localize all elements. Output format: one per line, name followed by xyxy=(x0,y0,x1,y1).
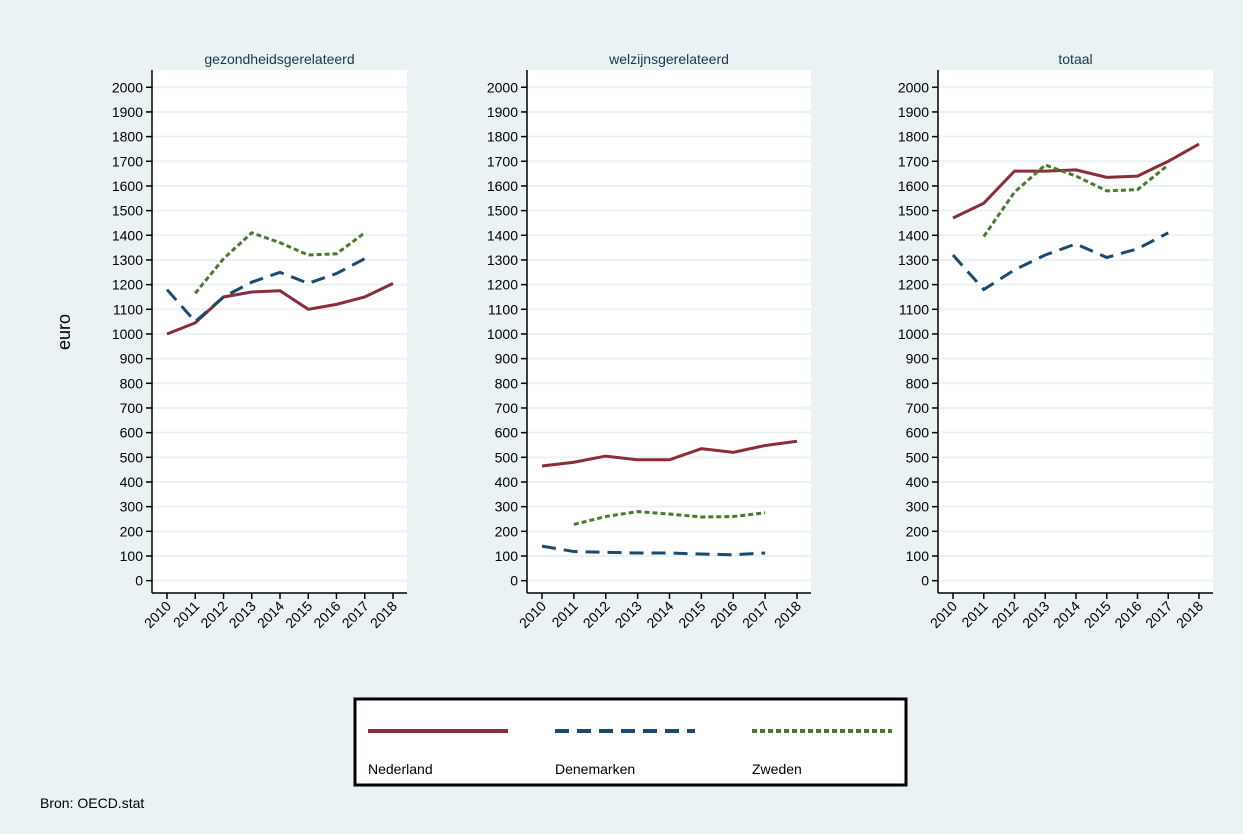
y-tick-label: 1000 xyxy=(112,326,143,342)
y-tick-label: 700 xyxy=(120,400,144,416)
y-tick-label: 1600 xyxy=(898,178,929,194)
y-tick-label: 700 xyxy=(906,400,930,416)
y-tick-label: 800 xyxy=(906,375,930,391)
y-tick-label: 0 xyxy=(135,573,143,589)
series-line xyxy=(951,231,1169,292)
y-tick-label: 1100 xyxy=(488,301,518,317)
y-tick-label: 1700 xyxy=(898,153,929,169)
y-tick-label: 1400 xyxy=(898,227,929,243)
series-line xyxy=(982,163,1170,238)
y-tick-label: 1300 xyxy=(898,252,929,268)
y-tick-label: 1700 xyxy=(112,153,143,169)
y-tick-label: 200 xyxy=(906,523,930,539)
y-tick-label: 2000 xyxy=(898,79,929,95)
y-tick-label: 1500 xyxy=(898,203,929,219)
source: Bron: OECD.stat xyxy=(40,795,144,811)
y-tick-label: 600 xyxy=(495,425,519,441)
y-tick-label: 1400 xyxy=(487,227,518,243)
y-tick-label: 200 xyxy=(495,523,519,539)
y-tick-label: 1200 xyxy=(898,277,929,293)
legend-label: Denemarken xyxy=(555,761,635,777)
y-tick-label: 100 xyxy=(495,548,519,564)
y-tick-label: 1200 xyxy=(112,277,143,293)
panel-title: totaal xyxy=(1058,51,1092,67)
y-tick-label: 1600 xyxy=(487,178,518,194)
series-line xyxy=(573,510,766,526)
y-tick-label: 200 xyxy=(120,523,144,539)
y-tick-label: 700 xyxy=(495,400,519,416)
y-tick-label: 1800 xyxy=(112,129,143,145)
y-tick-label: 1500 xyxy=(112,203,143,219)
y-tick-label: 1000 xyxy=(487,326,518,342)
y-tick-label: 0 xyxy=(921,573,929,589)
y-tick-label: 1100 xyxy=(899,301,929,317)
series-line xyxy=(541,439,798,468)
legend-label: Nederland xyxy=(368,761,433,777)
y-tick-label: 900 xyxy=(120,351,144,367)
y-tick-label: 400 xyxy=(120,474,144,490)
y-tick-label: 2000 xyxy=(487,79,518,95)
series-line xyxy=(194,231,366,295)
y-tick-label: 1600 xyxy=(112,178,143,194)
y-tick-label: 1400 xyxy=(112,227,143,243)
y-tick-label: 1800 xyxy=(487,129,518,145)
y-tick-label: 1000 xyxy=(898,326,929,342)
plot-area xyxy=(938,70,1213,593)
y-tick-label: 1800 xyxy=(898,129,929,145)
y-tick-label: 1900 xyxy=(487,104,518,120)
y-tick-label: 400 xyxy=(495,474,519,490)
y-tick-label: 500 xyxy=(906,449,930,465)
legend-label: Zweden xyxy=(752,761,802,777)
series-line xyxy=(165,257,366,324)
y-tick-label: 300 xyxy=(495,499,519,515)
legend-box xyxy=(353,697,908,787)
y-axis-label: euro xyxy=(54,314,74,350)
y-tick-label: 1900 xyxy=(112,104,143,120)
series-line xyxy=(952,142,1200,220)
y-tick-label: 400 xyxy=(906,474,930,490)
y-tick-label: 900 xyxy=(906,351,930,367)
y-tick-label: 0 xyxy=(510,573,518,589)
y-tick-label: 1300 xyxy=(487,252,518,268)
y-tick-label: 100 xyxy=(120,548,144,564)
y-tick-label: 800 xyxy=(120,375,144,391)
y-tick-label: 1300 xyxy=(112,252,143,268)
y-tick-label: 800 xyxy=(495,375,519,391)
y-tick-label: 100 xyxy=(906,548,930,564)
y-tick-label: 300 xyxy=(120,499,144,515)
y-tick-label: 1900 xyxy=(898,104,929,120)
y-tick-label: 300 xyxy=(906,499,930,515)
y-tick-label: 600 xyxy=(120,425,144,441)
y-tick-label: 900 xyxy=(495,351,519,367)
plot-area xyxy=(152,70,407,593)
y-tick-label: 1700 xyxy=(487,153,518,169)
y-tick-label: 500 xyxy=(120,449,144,465)
y-tick-label: 1200 xyxy=(487,277,518,293)
y-tick-label: 1100 xyxy=(113,301,143,317)
y-tick-label: 2000 xyxy=(112,79,143,95)
panel-title: gezondheidsgerelateerd xyxy=(204,51,354,67)
y-tick-label: 600 xyxy=(906,425,930,441)
y-tick-label: 500 xyxy=(495,449,519,465)
y-tick-label: 1500 xyxy=(487,203,518,219)
panel-title: welzijnsgerelateerd xyxy=(608,51,729,67)
series-line xyxy=(541,544,766,557)
